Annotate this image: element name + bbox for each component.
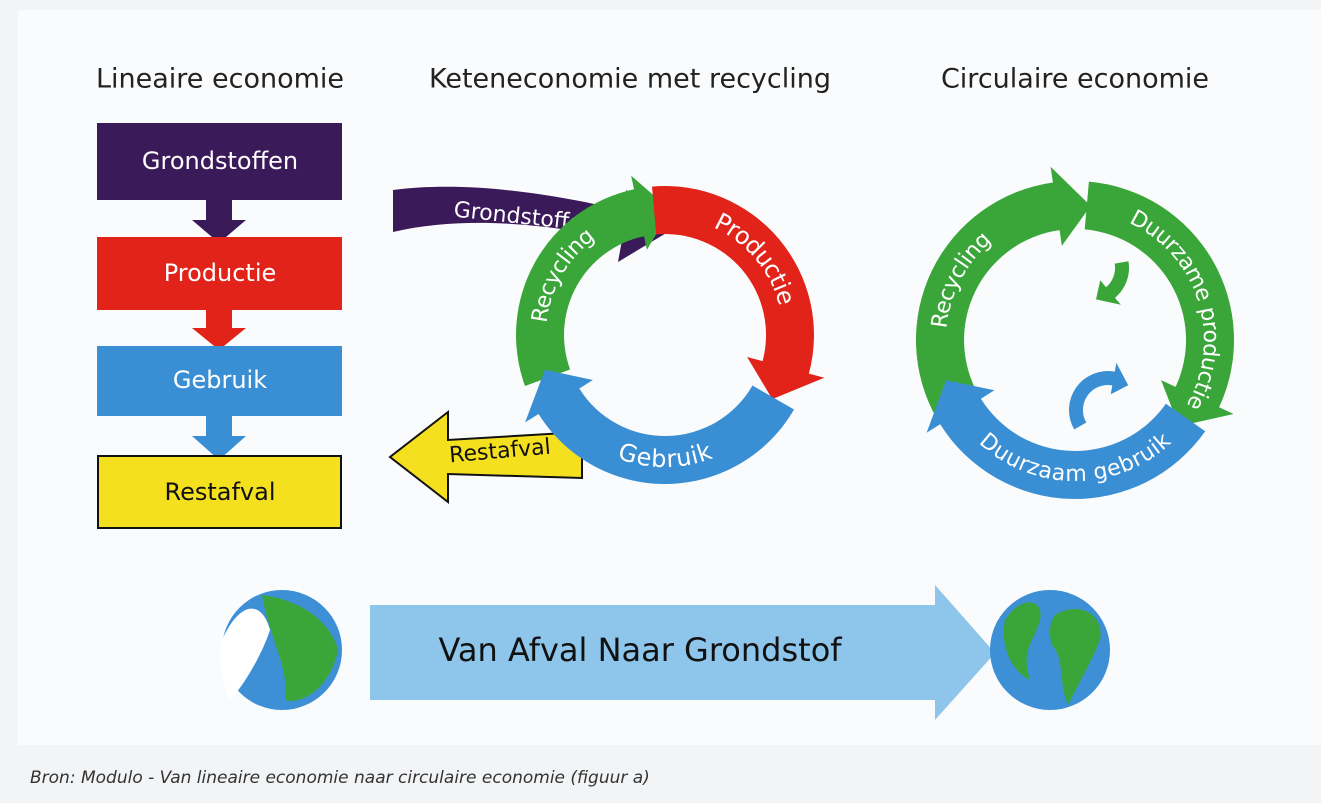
cleared-land	[220, 608, 270, 700]
step-label: Restafval	[164, 478, 275, 506]
cycle-arrow	[926, 380, 1206, 499]
step-label: Productie	[164, 259, 277, 287]
section-title: Circulaire economie	[941, 64, 1209, 95]
continent	[1049, 609, 1101, 705]
waste-arrow	[388, 409, 583, 505]
down-arrow	[192, 200, 246, 243]
section-title: Keteneconomie met recycling	[429, 64, 831, 95]
small-arrow	[1095, 261, 1129, 305]
continent	[1003, 602, 1041, 680]
transition-arrow	[370, 585, 995, 720]
step-box	[97, 123, 342, 200]
linear-section: Lineaire economie Grondstoffen Productie…	[96, 64, 344, 529]
transition-label: Van Afval Naar Grondstof	[438, 631, 842, 669]
input-arrow	[393, 186, 678, 262]
step-box	[97, 346, 342, 416]
cycle-arrow	[652, 186, 825, 400]
small-arrow	[1068, 362, 1129, 430]
step-label: Grondstoffen	[142, 147, 298, 175]
cycle-arrow	[915, 166, 1091, 420]
step-box	[97, 455, 342, 529]
transition: Van Afval Naar Grondstof	[220, 585, 1110, 720]
cycle-arrow	[525, 369, 794, 485]
continent	[262, 595, 338, 701]
cycle-arrow	[516, 175, 671, 386]
caption: Bron: Modulo - Van lineaire economie naa…	[30, 768, 650, 788]
step-box	[97, 237, 342, 310]
step-label: Gebruik	[173, 366, 267, 394]
section-title: Lineaire economie	[96, 64, 344, 95]
down-arrow	[192, 310, 246, 350]
cycle-arrow	[1084, 181, 1235, 427]
down-arrow	[192, 416, 246, 460]
